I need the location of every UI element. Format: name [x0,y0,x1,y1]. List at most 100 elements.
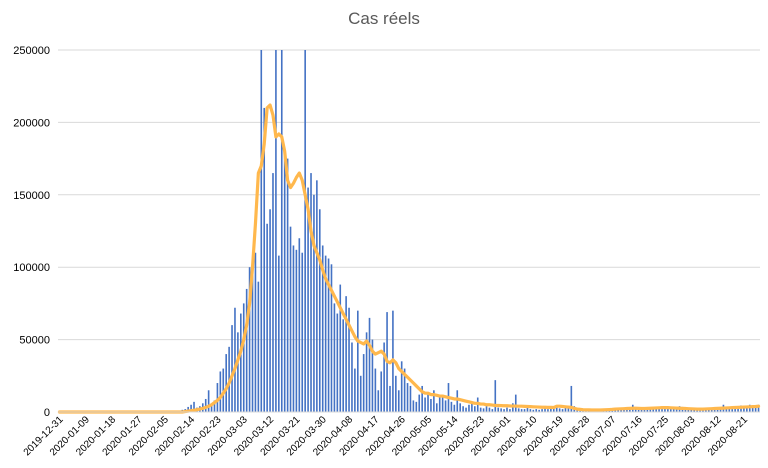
bar [257,281,260,412]
bar [263,107,266,413]
bar [672,408,675,412]
x-axis: 2019-12-312020-01-092020-01-182020-01-27… [22,414,751,458]
bar [725,408,728,412]
bar [225,354,227,412]
bar [222,368,225,412]
bar [342,319,344,412]
bar [336,313,339,412]
bar [240,313,242,412]
bar [453,404,456,412]
bar [517,408,520,412]
bar [409,385,412,412]
bar [520,409,523,412]
bar [397,390,400,412]
bar [301,252,304,412]
bar [324,255,327,412]
bar [713,408,716,412]
bar [441,397,444,412]
gridlines [58,49,760,341]
bar [658,407,660,412]
bar [383,342,385,412]
bar [555,406,558,412]
bar [380,371,383,412]
bar [295,249,298,412]
bar [690,409,693,412]
bar [479,407,482,412]
bar [526,407,529,412]
bar [234,307,236,412]
bar [362,354,365,412]
bar [500,408,502,412]
bar [219,371,222,412]
y-tick-label: 150000 [13,190,50,202]
bar [746,406,748,412]
bar [389,385,391,412]
bar [541,409,543,412]
bar [289,226,292,412]
bar [368,317,371,412]
bar [318,209,321,412]
y-tick-label: 200000 [13,117,50,129]
bar [298,238,301,412]
bar [359,375,362,412]
bar [456,390,459,412]
bar [535,409,538,412]
bar [231,325,233,412]
bar [751,407,754,412]
bar [316,180,318,412]
bar [210,404,213,412]
bar [675,407,678,412]
bar [538,409,540,412]
bar [427,394,429,412]
bar [216,383,219,412]
bar [371,339,374,412]
bar [719,409,722,412]
y-tick-label: 100000 [13,262,50,274]
bar [561,409,564,412]
bar [272,173,274,412]
bar [710,409,713,412]
bar [737,407,739,412]
bar [435,403,438,412]
trend-line [57,103,761,414]
bar [327,258,330,412]
bar [523,409,526,412]
bar [304,50,306,412]
bar [474,406,476,412]
bar [395,375,397,412]
bar [266,223,268,412]
bar [430,398,432,412]
bar [459,403,461,412]
bar [485,406,488,412]
bar [564,407,567,412]
bar [708,409,710,412]
bar [634,409,637,412]
bar [365,332,368,412]
bar [251,264,254,412]
bar [757,404,760,412]
bar [187,406,189,412]
bar [403,368,406,412]
bar [640,409,643,412]
bar [488,407,491,412]
bar [283,151,286,413]
bar [438,394,441,412]
bar [260,50,263,412]
bar [754,406,757,412]
bar [412,400,415,412]
bar [506,407,508,412]
bar [611,410,614,412]
bar [629,409,631,412]
bar [275,50,277,412]
bar [646,409,649,412]
bar [494,380,497,412]
bar [278,255,280,412]
bar [529,409,532,412]
bar [544,407,546,412]
bar [509,409,511,412]
bar [330,264,333,412]
bar [514,394,517,412]
bar [351,342,353,412]
bar [193,401,195,412]
bar [207,390,210,412]
